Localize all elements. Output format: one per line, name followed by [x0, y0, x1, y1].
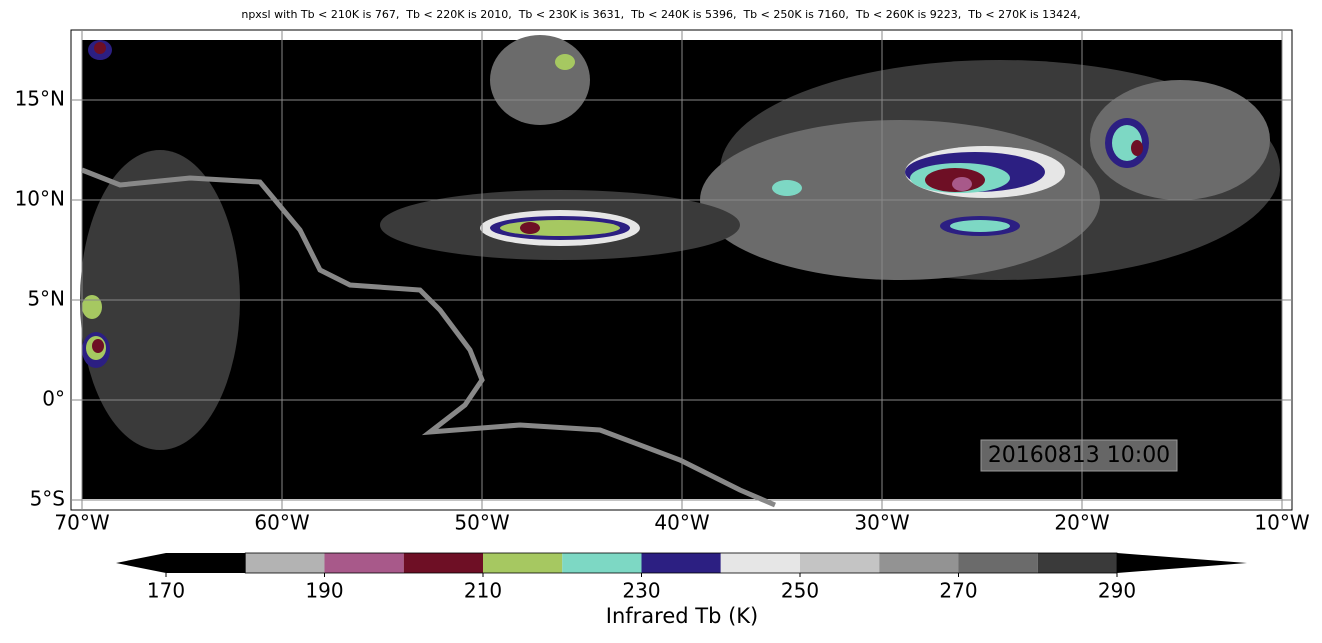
timestamp-box	[980, 439, 1178, 472]
colorbar-segment	[720, 553, 800, 573]
graticule: 70°W 60°W 50°W 40°W 30°W 20°W 10°W 15°N 10°N 5°N 0…	[15, 30, 1310, 535]
colorbar-segment	[562, 553, 642, 573]
lon-tick-label: 30°W	[854, 511, 909, 535]
lat-tick-label: 10°N	[15, 187, 65, 211]
lat-tick-label: 5°S	[30, 487, 65, 511]
colorbar-tick-label: 190	[305, 579, 343, 603]
colorbar-segment	[483, 553, 563, 573]
colorbar-tick-label: 230	[622, 579, 660, 603]
colorbar-extend-low	[116, 553, 166, 573]
colorbar-extend-high	[1117, 553, 1247, 573]
lon-tick-label: 10°W	[1254, 511, 1309, 535]
lon-tick-label: 20°W	[1054, 511, 1109, 535]
colorbar-segment	[403, 553, 483, 573]
colorbar-tick-label: 250	[781, 579, 819, 603]
colorbar-segment	[879, 553, 959, 573]
lon-tick-label: 70°W	[54, 511, 109, 535]
colorbar-segment	[245, 553, 325, 573]
colorbar: 170 190 210 230 250 270 290	[116, 552, 1247, 603]
colorbar-tick-label: 270	[939, 579, 977, 603]
colorbar-segment	[641, 553, 721, 573]
lon-tick-label: 40°W	[654, 511, 709, 535]
coastline	[81, 167, 776, 508]
lat-tick-label: 0°	[42, 387, 65, 411]
colorbar-segment	[800, 553, 880, 573]
lat-tick-label: 5°N	[27, 287, 65, 311]
colorbar-label: Infrared Tb (K)	[606, 604, 759, 628]
timestamp: 20160813 10:00	[988, 443, 1170, 468]
lon-tick-label: 50°W	[454, 511, 509, 535]
colorbar-segment	[958, 553, 1038, 573]
title: npxsl with Tb < 210K is 767, Tb < 220K i…	[241, 8, 1080, 21]
colorbar-segment	[324, 553, 404, 573]
lat-tick-label: 15°N	[15, 87, 65, 111]
lon-tick-label: 60°W	[254, 511, 309, 535]
colorbar-segment	[1037, 553, 1117, 573]
colorbar-tick-label: 170	[147, 579, 185, 603]
colorbar-tick-label: 290	[1098, 579, 1136, 603]
colorbar-segment	[166, 553, 246, 573]
colorbar-outline	[244, 552, 1118, 574]
colorbar-tick-label: 210	[464, 579, 502, 603]
